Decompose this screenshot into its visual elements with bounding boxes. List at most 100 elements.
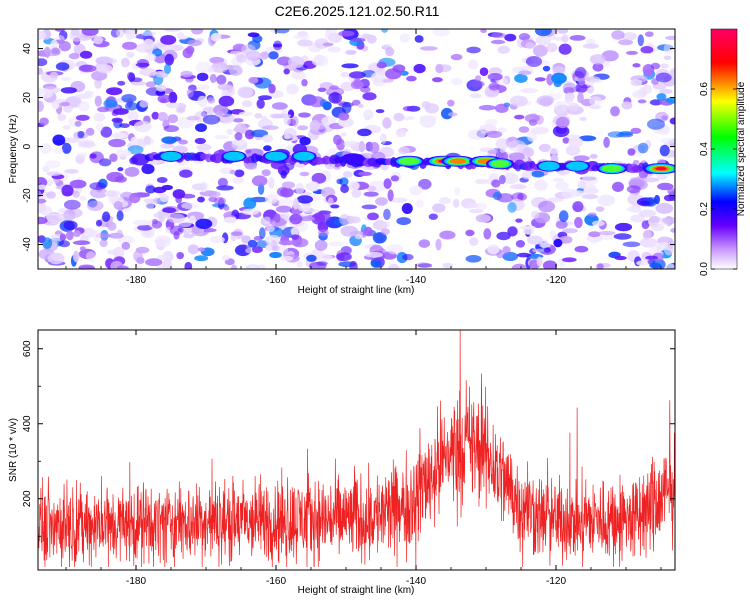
heatmap-cell bbox=[507, 202, 517, 213]
heatmap-cell bbox=[351, 188, 362, 198]
heatmap-cell bbox=[361, 204, 378, 210]
snr-ticks: -180 -160 -140 -120 200 400 600 bbox=[22, 330, 675, 587]
heatmap-cell bbox=[109, 153, 118, 162]
heatmap-cell bbox=[54, 147, 64, 154]
heatmap-cell bbox=[215, 110, 225, 118]
heatmap-cell bbox=[298, 216, 315, 222]
heatmap-cell bbox=[311, 55, 329, 67]
heatmap-cell bbox=[263, 145, 272, 152]
heatmap-cell bbox=[139, 68, 157, 77]
heatmap-cell bbox=[276, 205, 292, 213]
heatmap-cell bbox=[314, 210, 331, 223]
heatmap-cell bbox=[336, 178, 343, 185]
heatmap-cell bbox=[432, 29, 450, 37]
heatmap-cell bbox=[641, 177, 660, 183]
heatmap-cell bbox=[273, 113, 292, 119]
heatmap-cell bbox=[370, 72, 386, 83]
heatmap-cell bbox=[191, 183, 206, 191]
heatmap-cell bbox=[363, 109, 374, 120]
heatmap-cell bbox=[501, 172, 519, 184]
heatmap-cell bbox=[432, 77, 443, 83]
heatmap-cell bbox=[186, 115, 200, 121]
heatmap-cell bbox=[167, 213, 185, 224]
heatmap-cell bbox=[95, 219, 103, 227]
heatmap-cell bbox=[247, 239, 258, 248]
heatmap-cell bbox=[393, 112, 405, 122]
heatmap-cell bbox=[540, 239, 549, 249]
heatmap-cell bbox=[238, 111, 253, 117]
heatmap-cell bbox=[574, 245, 589, 253]
heatmap-cell bbox=[100, 126, 113, 138]
heatmap-cell bbox=[521, 170, 533, 180]
heatmap-cell bbox=[273, 40, 283, 51]
heatmap-cell bbox=[184, 261, 193, 269]
heatmap-cell bbox=[309, 120, 321, 132]
snr-frame bbox=[37, 329, 676, 571]
heatmap-cell bbox=[327, 46, 342, 53]
spectrogram-panel: -180 -160 -140 -120 -40 -20 0 20 40 Height of st… bbox=[8, 28, 676, 296]
heatmap-cell bbox=[567, 102, 580, 112]
heatmap-cell bbox=[319, 99, 328, 108]
heatmap-cell bbox=[39, 117, 49, 126]
heatmap-cell bbox=[654, 194, 660, 205]
heatmap-cell bbox=[96, 64, 113, 74]
heatmap-cell bbox=[296, 195, 313, 204]
heatmap-cell bbox=[120, 57, 130, 68]
heatmap-cell bbox=[66, 230, 74, 241]
heatmap-cell bbox=[535, 29, 552, 37]
heatmap-cell bbox=[111, 117, 124, 123]
heatmap-cell bbox=[555, 220, 568, 229]
snr-xlabel: Height of straight line (km) bbox=[298, 585, 415, 596]
heatmap-cell bbox=[210, 236, 225, 244]
heatmap-cell bbox=[125, 29, 134, 40]
heatmap-cell bbox=[469, 93, 482, 99]
heatmap-cell bbox=[153, 211, 171, 219]
heatmap-cell bbox=[515, 218, 523, 223]
heatmap-cell bbox=[383, 208, 391, 221]
heatmap-cell bbox=[274, 29, 290, 34]
y-tick-label: 20 bbox=[22, 92, 33, 104]
heatmap-cell bbox=[442, 262, 454, 269]
heatmap-cell bbox=[589, 78, 604, 84]
heatmap-cell bbox=[421, 101, 431, 109]
heatmap-cell bbox=[622, 241, 641, 248]
heatmap-cell bbox=[288, 56, 305, 69]
heatmap-cell bbox=[340, 132, 347, 137]
heatmap-cell bbox=[89, 187, 108, 199]
heatmap-cell bbox=[130, 136, 139, 146]
heatmap-cell bbox=[403, 116, 415, 121]
heatmap-cell bbox=[341, 63, 359, 69]
heatmap-cell bbox=[207, 67, 215, 73]
heatmap-cell bbox=[116, 29, 125, 38]
heatmap-cell bbox=[660, 138, 675, 144]
heatmap-cell bbox=[217, 177, 228, 188]
heatmap-cell bbox=[366, 185, 377, 192]
heatmap-cell bbox=[156, 177, 168, 183]
heatmap-cell bbox=[496, 193, 514, 203]
heatmap-cell bbox=[273, 213, 281, 223]
heatmap-cell bbox=[196, 72, 209, 82]
heatmap-cell bbox=[435, 63, 444, 74]
heatmap-cell bbox=[484, 119, 499, 126]
heatmap-cell bbox=[308, 261, 327, 269]
heatmap-cell bbox=[209, 56, 225, 64]
heatmap-cell bbox=[562, 228, 578, 234]
heatmap-cell bbox=[179, 169, 193, 178]
heatmap-cell bbox=[531, 170, 545, 178]
heatmap-cell bbox=[417, 263, 433, 268]
heatmap-cell bbox=[507, 140, 526, 152]
heatmap-cell bbox=[380, 221, 391, 228]
heatmap-cell bbox=[298, 203, 311, 212]
heatmap-cell bbox=[531, 210, 540, 219]
heatmap-cell bbox=[130, 77, 143, 83]
heatmap-cell bbox=[588, 231, 601, 238]
heatmap-cell bbox=[157, 94, 172, 104]
heatmap-cell bbox=[271, 102, 288, 110]
heatmap-cell bbox=[621, 32, 637, 41]
heatmap-cell bbox=[241, 44, 256, 55]
heatmap-cell bbox=[195, 218, 213, 229]
heatmap-cell bbox=[60, 76, 71, 81]
heatmap-cell bbox=[467, 59, 479, 70]
